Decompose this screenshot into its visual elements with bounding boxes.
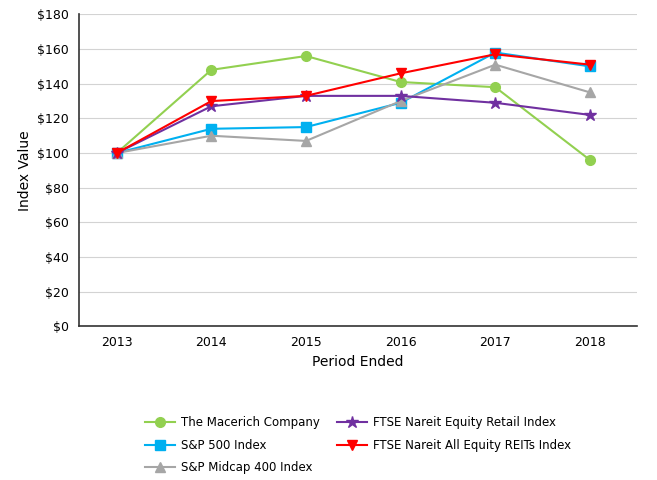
The Macerich Company: [208, 67, 215, 73]
Line: S&P Midcap 400 Index: S&P Midcap 400 Index: [112, 60, 595, 158]
S&P 500 Index: [113, 150, 121, 156]
Line: FTSE Nareit All Equity REITs Index: FTSE Nareit All Equity REITs Index: [112, 49, 595, 158]
S&P 500 Index: [208, 126, 215, 132]
S&P Midcap 400 Index: [302, 138, 310, 144]
FTSE Nareit All Equity REITs Index: [113, 150, 121, 156]
Legend: The Macerich Company, S&P 500 Index, S&P Midcap 400 Index, FTSE Nareit Equity Re: The Macerich Company, S&P 500 Index, S&P…: [139, 410, 577, 480]
FTSE Nareit Equity Retail Index: [397, 93, 405, 99]
S&P Midcap 400 Index: [586, 89, 594, 95]
S&P 500 Index: [302, 124, 310, 130]
S&P 500 Index: [397, 100, 405, 106]
FTSE Nareit Equity Retail Index: [586, 112, 594, 118]
FTSE Nareit All Equity REITs Index: [586, 62, 594, 68]
FTSE Nareit Equity Retail Index: [208, 103, 215, 109]
FTSE Nareit All Equity REITs Index: [491, 51, 499, 57]
The Macerich Company: [302, 53, 310, 59]
FTSE Nareit Equity Retail Index: [113, 150, 121, 156]
FTSE Nareit Equity Retail Index: [491, 100, 499, 106]
Line: The Macerich Company: The Macerich Company: [112, 51, 595, 165]
S&P Midcap 400 Index: [208, 133, 215, 139]
S&P Midcap 400 Index: [491, 62, 499, 68]
S&P Midcap 400 Index: [113, 150, 121, 156]
Line: FTSE Nareit Equity Retail Index: FTSE Nareit Equity Retail Index: [110, 90, 596, 159]
FTSE Nareit All Equity REITs Index: [397, 71, 405, 76]
X-axis label: Period Ended: Period Ended: [312, 355, 404, 369]
S&P 500 Index: [586, 63, 594, 69]
The Macerich Company: [397, 79, 405, 85]
Y-axis label: Index Value: Index Value: [18, 130, 32, 211]
FTSE Nareit All Equity REITs Index: [302, 93, 310, 99]
S&P Midcap 400 Index: [397, 98, 405, 104]
S&P 500 Index: [491, 49, 499, 55]
Line: S&P 500 Index: S&P 500 Index: [112, 48, 595, 158]
FTSE Nareit Equity Retail Index: [302, 93, 310, 99]
FTSE Nareit All Equity REITs Index: [208, 98, 215, 104]
The Macerich Company: [586, 157, 594, 163]
The Macerich Company: [113, 150, 121, 156]
The Macerich Company: [491, 84, 499, 90]
